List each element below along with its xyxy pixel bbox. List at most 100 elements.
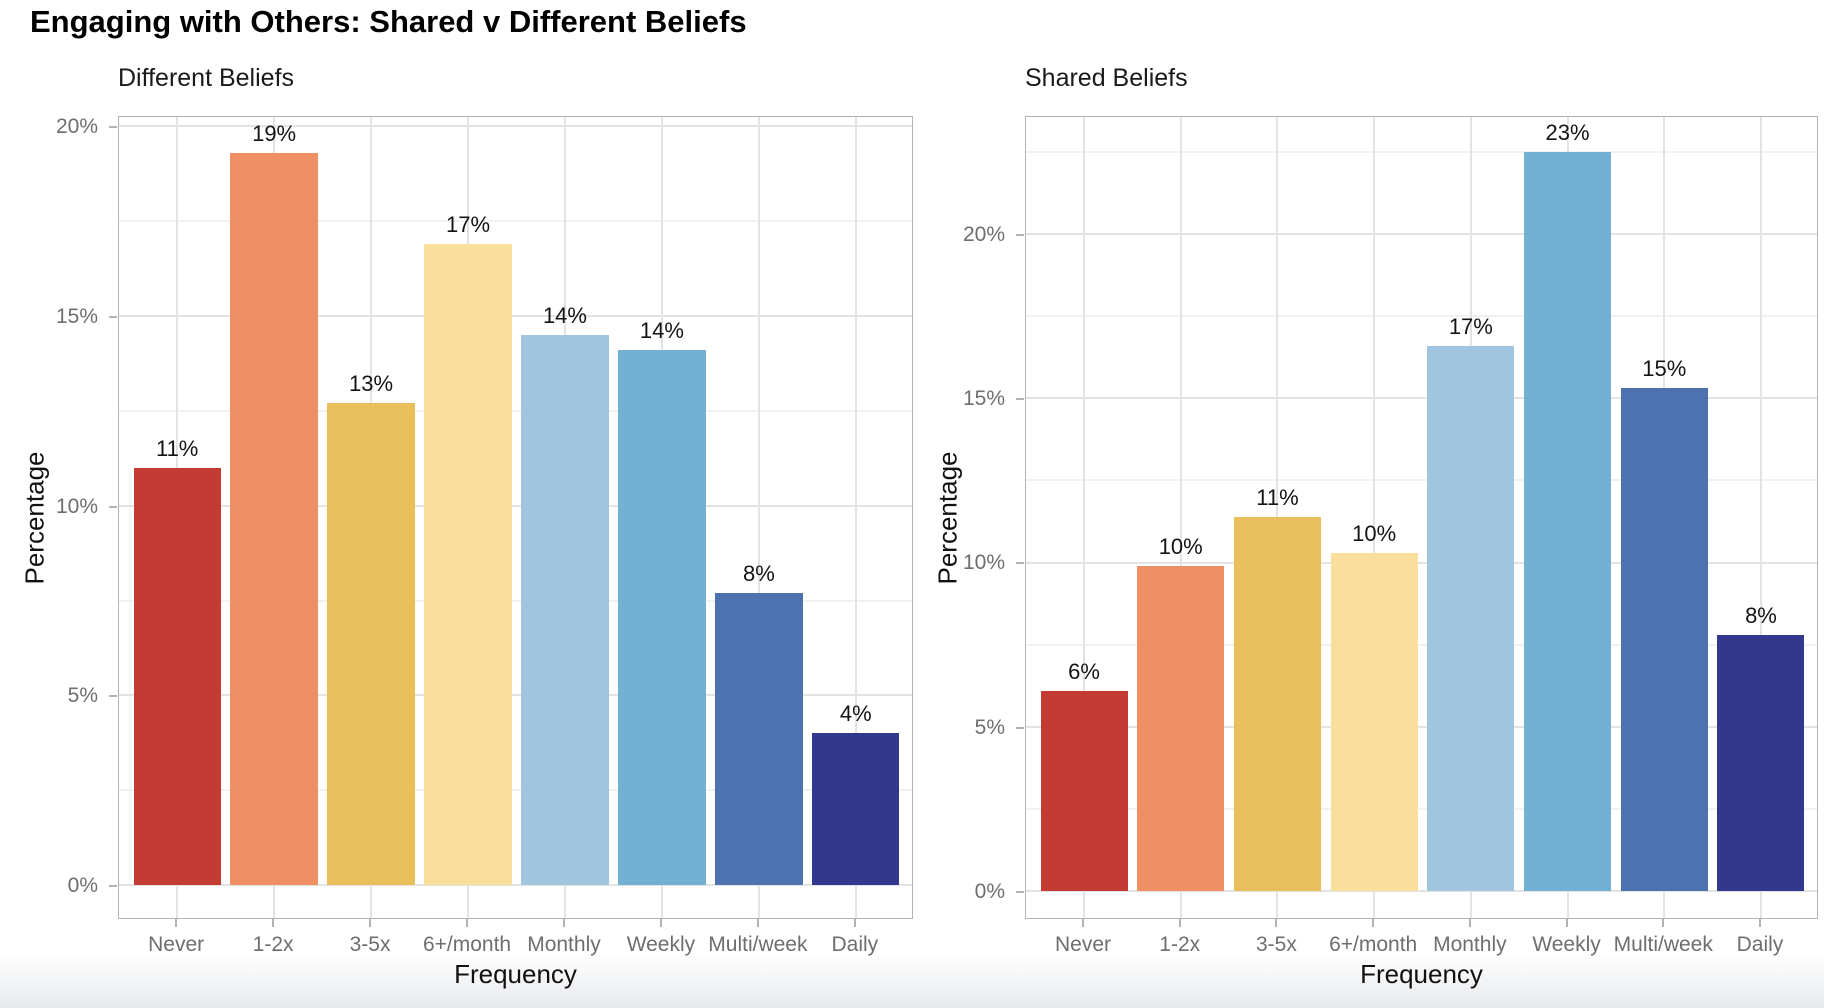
bar-Monthly [1427,345,1515,892]
x-tick-label: 3-5x [349,933,391,956]
bar-6+/month [1330,552,1418,892]
gridline-major-y [1026,725,1817,728]
bar-Weekly [618,350,706,885]
bar-3-5x [1233,516,1321,892]
gridline-x [1373,117,1376,918]
x-tick-mark [1082,919,1085,927]
gridline-major-y [119,694,912,697]
bar-value-label: 14% [542,303,587,328]
x-tick-mark [1372,919,1375,927]
y-tick-mark [1016,398,1024,401]
y-tick-label: 15% [962,387,1005,411]
bar-value-label: 13% [349,371,394,397]
x-tick-label: Never [1055,933,1112,956]
y-tick-mark [109,695,117,698]
y-tick-label: 15% [55,305,98,329]
bar-1-2x [230,152,318,885]
bar-value-label: 17% [445,211,491,237]
gridline-minor-y [119,789,912,792]
page-bottom-fade [0,953,1824,1008]
bar-value-label: 14% [639,318,684,344]
bar-value-label: 17% [1448,313,1493,339]
x-tick-label: Weekly [626,933,696,956]
gridline-minor-y [1026,643,1817,646]
y-tick-label: 20% [962,222,1005,246]
bar-value-label: 23% [1545,119,1590,145]
bar-value-label: 10% [1352,520,1397,546]
x-tick-label: 1-2x [252,933,294,956]
x-tick-label: Never [148,933,205,956]
x-tick-mark [1178,919,1181,927]
y-tick-mark [1016,891,1024,894]
x-tick-label: Daily [831,933,879,956]
bar-Daily [812,733,900,885]
gridline-minor-y [1026,315,1817,318]
x-tick-label: 6+/month [422,933,512,956]
x-tick-label: Monthly [1433,933,1507,956]
x-tick-mark [659,919,662,927]
bar-value-label: 15% [1642,356,1687,382]
gridline-major-y [119,125,912,128]
bar-value-label: 11% [155,435,199,461]
x-tick-label: Multi/week [1613,933,1713,956]
y-tick-label: 20% [55,115,98,139]
bar-value-label: 19% [252,120,297,146]
x-tick-label: 6+/month [1329,933,1418,956]
x-tick-mark [1565,919,1568,927]
gridline-minor-y [119,599,912,602]
gridline-x [1179,117,1182,918]
x-tick-mark [272,919,275,927]
bar-value-label: 11% [1256,484,1299,510]
bar-Multi/week [715,592,803,885]
gridline-x [854,117,857,918]
x-tick-mark [466,919,469,927]
y-tick-mark [1016,726,1024,729]
x-axis-label: Frequency [1360,959,1483,989]
y-tick-mark [109,505,117,508]
subplot-title: Shared Beliefs [1025,64,1188,92]
x-tick-mark [853,919,856,927]
x-tick-label: Multi/week [708,933,808,956]
x-tick-mark [1468,919,1471,927]
x-tick-label: Weekly [1532,933,1601,956]
y-tick-label: 5% [67,684,98,708]
bar-Daily [1717,634,1805,892]
gridline-major-y [119,884,912,886]
gridline-x [1083,117,1086,918]
gridline-minor-y [1026,479,1817,482]
y-tick-label: 10% [55,494,98,518]
gridline-x [1759,117,1762,918]
x-tick-mark [562,919,565,927]
x-tick-mark [756,919,759,927]
bar-1-2x [1137,565,1225,892]
bar-Never [1040,690,1128,892]
gridline-minor-y [1026,150,1817,153]
x-tick-mark [369,919,372,927]
bar-value-label: 4% [839,701,872,727]
y-tick-mark [1016,233,1024,236]
x-tick-mark [1662,919,1665,927]
figure-title: Engaging with Others: Shared v Different… [30,4,747,39]
gridline-minor-y [119,409,912,412]
y-tick-mark [109,126,117,129]
x-tick-label: Monthly [527,933,601,956]
x-tick-mark [175,919,178,927]
y-tick-mark [1016,562,1024,565]
x-tick-label: Daily [1736,933,1784,956]
x-tick-mark [1758,919,1761,927]
bar-value-label: 8% [742,560,775,586]
subplot-title: Different Beliefs [118,64,295,92]
gridline-major-y [119,504,912,507]
bar-Multi/week [1620,388,1708,892]
gridline-major-y [1026,232,1817,235]
gridline-minor-y [119,220,912,223]
y-tick-mark [109,885,117,887]
y-tick-label: 5% [974,715,1005,739]
x-tick-label: 3-5x [1256,933,1297,956]
y-tick-mark [109,316,117,319]
bar-3-5x [327,403,415,885]
bar-Never [133,467,221,885]
